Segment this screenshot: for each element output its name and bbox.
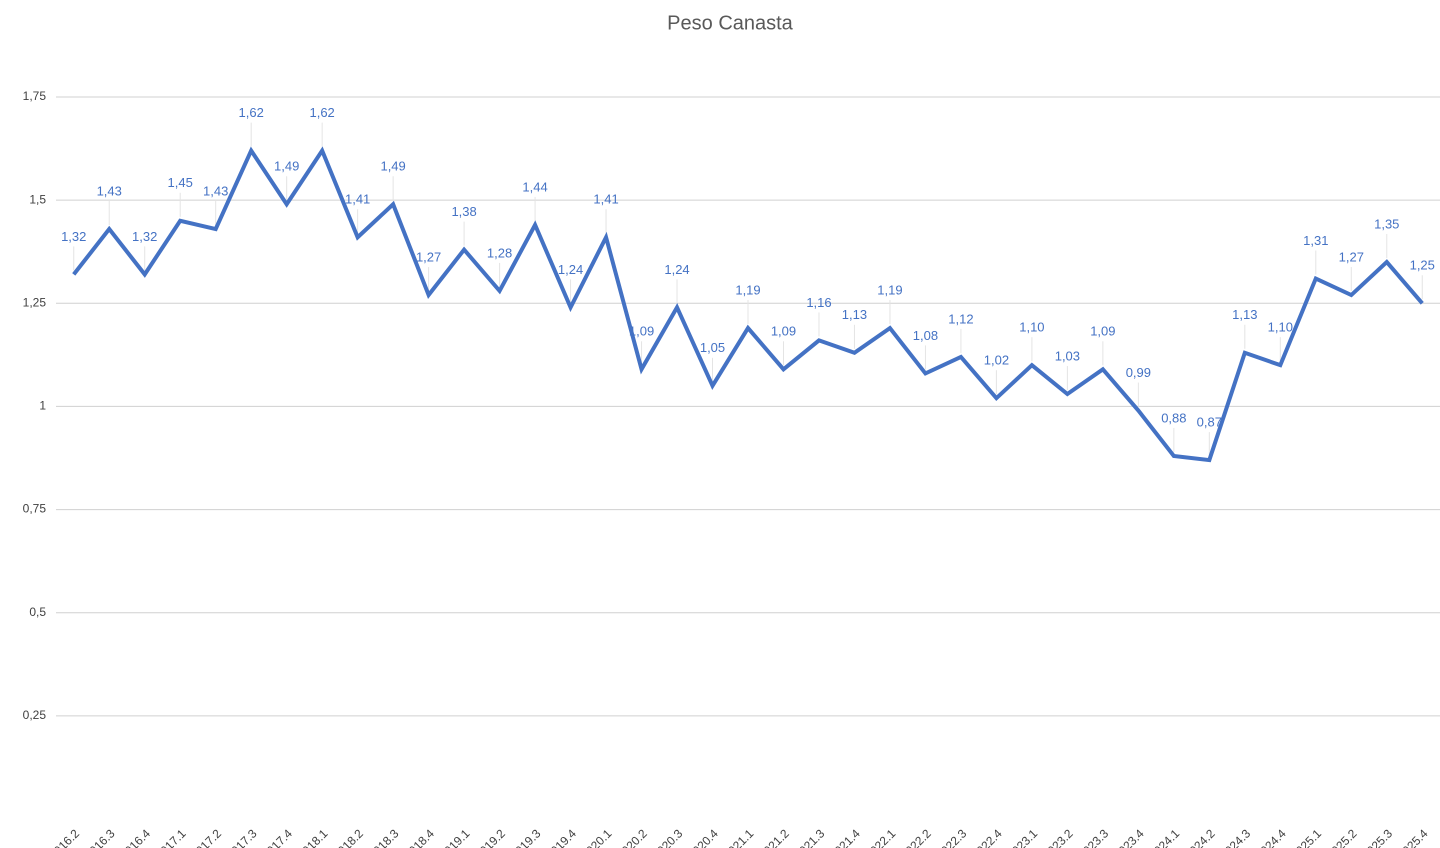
- x-tick-label: 2021.4: [827, 826, 863, 848]
- x-tick-label: 2021.3: [791, 826, 827, 848]
- x-tick-label: 2018.4: [401, 826, 437, 848]
- y-tick-label: 1,25: [23, 295, 47, 309]
- x-tick-label: 2017.4: [259, 826, 295, 848]
- x-tick-label: 2025.1: [1288, 826, 1324, 848]
- data-label: 1,27: [1339, 249, 1364, 264]
- x-tick-label: 2017.2: [188, 826, 224, 848]
- series-line: [72, 146, 1424, 463]
- x-tick-label: 2023.4: [1111, 826, 1147, 848]
- data-label: 1,08: [913, 328, 938, 343]
- data-label: 1,62: [239, 105, 264, 120]
- x-tick-label: 2021.2: [756, 826, 792, 848]
- data-label: 1,24: [664, 262, 689, 277]
- x-tick-label: 2021.1: [721, 826, 757, 848]
- y-tick-label: 0,75: [23, 502, 47, 516]
- data-label: 0,99: [1126, 365, 1151, 380]
- x-tick-label: 2020.1: [579, 826, 615, 848]
- x-tick-label: 2023.1: [1004, 826, 1040, 848]
- x-tick-label: 2022.1: [862, 826, 898, 848]
- x-tick-label: 2022.2: [898, 826, 934, 848]
- data-label: 1,49: [274, 159, 299, 174]
- y-tick-label: 1,75: [23, 89, 47, 103]
- x-tick-label: 2024.1: [1146, 826, 1182, 848]
- data-label: 1,27: [416, 249, 441, 264]
- data-label: 1,09: [771, 324, 796, 339]
- data-label: 1,31: [1303, 233, 1328, 248]
- y-tick-label: 0,5: [29, 605, 46, 619]
- x-tick-label: 2018.1: [295, 826, 331, 848]
- data-label: 1,19: [877, 282, 902, 297]
- x-tick-label: 2022.3: [933, 826, 969, 848]
- x-tick-label: 2024.4: [1253, 826, 1289, 848]
- x-tick-label: 2024.2: [1182, 826, 1218, 848]
- x-tick-label: 2016.3: [82, 826, 118, 848]
- y-tick-label: 0,25: [23, 708, 47, 722]
- x-tick-label: 2025.4: [1395, 826, 1431, 848]
- data-label: 1,16: [806, 295, 831, 310]
- x-tick-label: 2017.3: [224, 826, 260, 848]
- data-label: 1,38: [451, 204, 476, 219]
- x-tick-label: 2018.3: [366, 826, 402, 848]
- data-label: 1,62: [309, 105, 334, 120]
- x-tick-label: 2019.4: [543, 826, 579, 848]
- data-label: 1,03: [1055, 348, 1080, 363]
- x-tick-label: 2019.1: [437, 826, 473, 848]
- x-tick-label: 2016.4: [117, 826, 153, 848]
- data-label: 1,41: [345, 192, 370, 207]
- data-label: 1,24: [558, 262, 583, 277]
- data-label: 1,10: [1268, 320, 1293, 335]
- x-tick-label: 2022.4: [969, 826, 1005, 848]
- data-label: 1,10: [1019, 320, 1044, 335]
- x-tick-label: 2019.2: [472, 826, 508, 848]
- data-label: 1,02: [984, 353, 1009, 368]
- x-tick-label: 2024.3: [1217, 826, 1253, 848]
- y-tick-label: 1: [39, 399, 46, 413]
- data-label: 1,19: [735, 282, 760, 297]
- x-tick-label: 2020.3: [650, 826, 686, 848]
- x-tick-label: 2023.3: [1075, 826, 1111, 848]
- data-label: 1,44: [522, 179, 547, 194]
- data-label: 1,43: [203, 183, 228, 198]
- data-label: 0,87: [1197, 415, 1222, 430]
- x-tick-label: 2018.2: [330, 826, 366, 848]
- x-tick-label: 2020.4: [685, 826, 721, 848]
- data-label: 1,09: [1090, 324, 1115, 339]
- x-tick-label: 2025.2: [1324, 826, 1360, 848]
- data-label: 1,28: [487, 245, 512, 260]
- data-label: 1,32: [61, 229, 86, 244]
- data-label: 0,88: [1161, 410, 1186, 425]
- data-label: 1,43: [97, 183, 122, 198]
- data-label: 1,45: [168, 175, 193, 190]
- data-label: 1,41: [593, 192, 618, 207]
- data-label: 1,09: [629, 324, 654, 339]
- data-label: 1,25: [1410, 258, 1435, 273]
- x-tick-label: 2017.1: [153, 826, 189, 848]
- x-tick-label: 2025.3: [1359, 826, 1395, 848]
- chart-title: Peso Canasta: [667, 12, 794, 34]
- data-label: 1,13: [1232, 307, 1257, 322]
- data-label: 1,35: [1374, 216, 1399, 231]
- data-label: 1,32: [132, 229, 157, 244]
- x-tick-label: 2016.2: [46, 826, 82, 848]
- y-tick-label: 1,5: [29, 192, 46, 206]
- x-tick-label: 2020.2: [614, 826, 650, 848]
- data-label: 1,05: [700, 340, 725, 355]
- x-tick-label: 2023.2: [1040, 826, 1076, 848]
- data-label: 1,12: [948, 311, 973, 326]
- x-tick-label: 2019.3: [508, 826, 544, 848]
- data-label: 1,49: [380, 159, 405, 174]
- data-label: 1,13: [842, 307, 867, 322]
